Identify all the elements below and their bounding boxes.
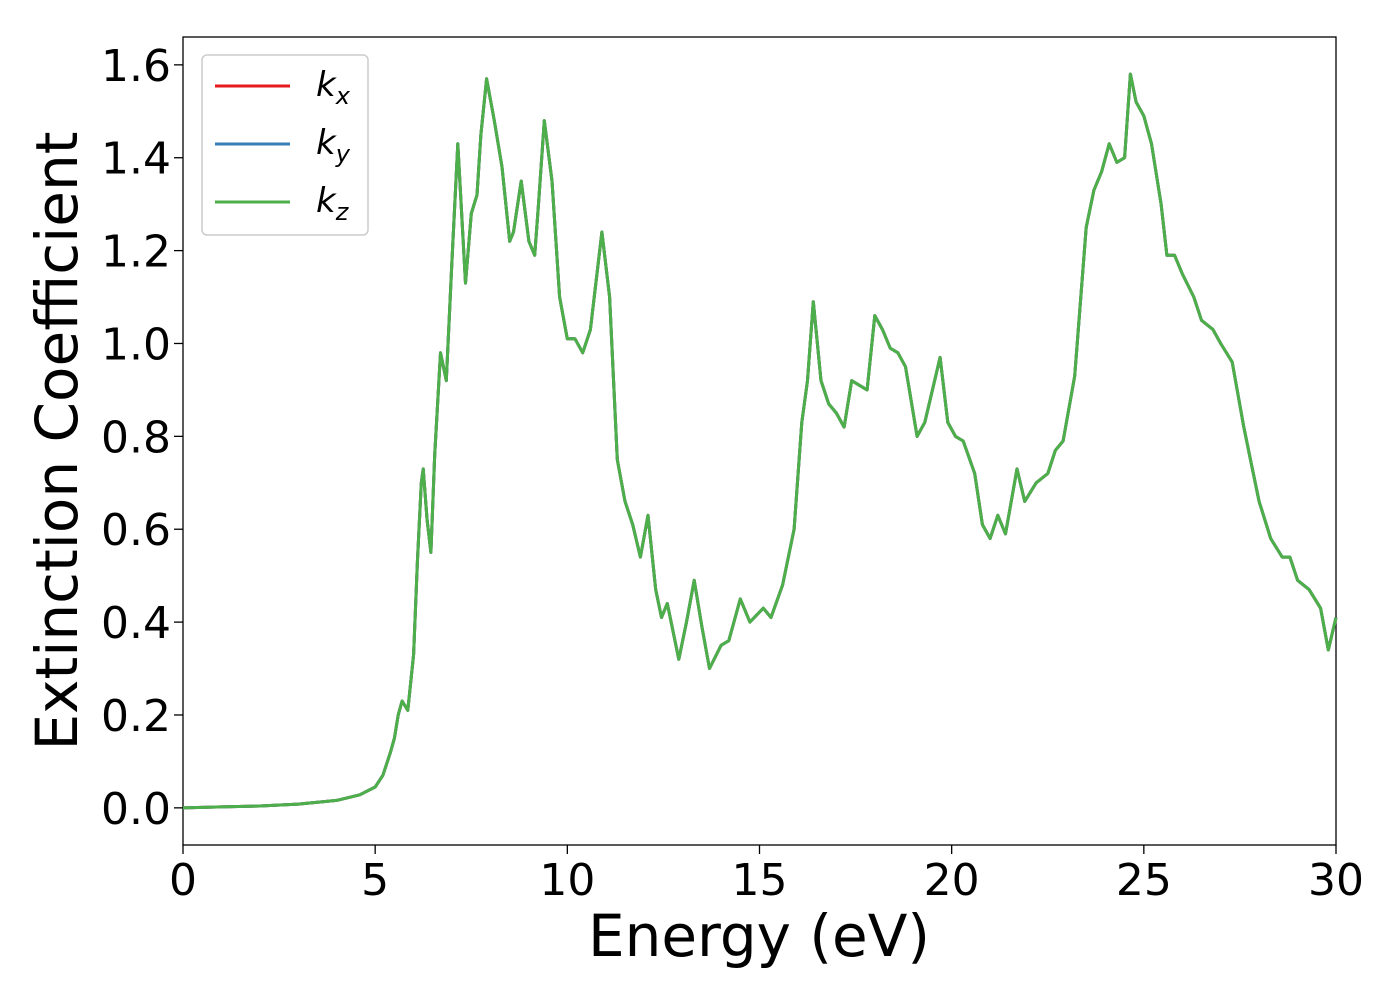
x-tick-label: 15: [732, 855, 788, 906]
y-tick-label: 0.6: [101, 505, 171, 556]
y-tick-label: 1.0: [101, 319, 171, 370]
x-axis-title: Energy (eV): [588, 902, 930, 970]
series-line-kz: [182, 72, 1338, 810]
ticks-layer: 0 5 10 15 20 25 30 0.0 0.2 0.4 0.6 0.8 1.0 1.2 1.4 1.6: [101, 41, 1364, 906]
x-tick-label: 25: [1116, 855, 1172, 906]
legend: kx ky kz: [201, 54, 369, 236]
legend-label: ky: [316, 123, 351, 168]
series-layer: [182, 72, 1338, 810]
y-tick-label: 1.4: [101, 134, 171, 185]
legend-label: kx: [316, 65, 351, 110]
y-tick-label: 0.8: [101, 412, 171, 463]
y-tick-label: 1.2: [101, 227, 171, 278]
x-tick-label: 30: [1308, 855, 1364, 906]
y-tick-label: 1.6: [101, 41, 171, 92]
y-tick-label: 0.2: [101, 691, 171, 742]
legend-label: kz: [316, 181, 350, 226]
x-tick-label: 5: [361, 855, 389, 906]
x-tick-label: 10: [539, 855, 595, 906]
x-tick-label: 0: [169, 855, 197, 906]
x-tick-label: 20: [924, 855, 980, 906]
y-tick-label: 0.4: [101, 598, 171, 649]
y-tick-label: 0.0: [101, 784, 171, 835]
plot-area: [182, 36, 1337, 846]
y-axis-title: Extinction Coefficient: [23, 132, 91, 751]
